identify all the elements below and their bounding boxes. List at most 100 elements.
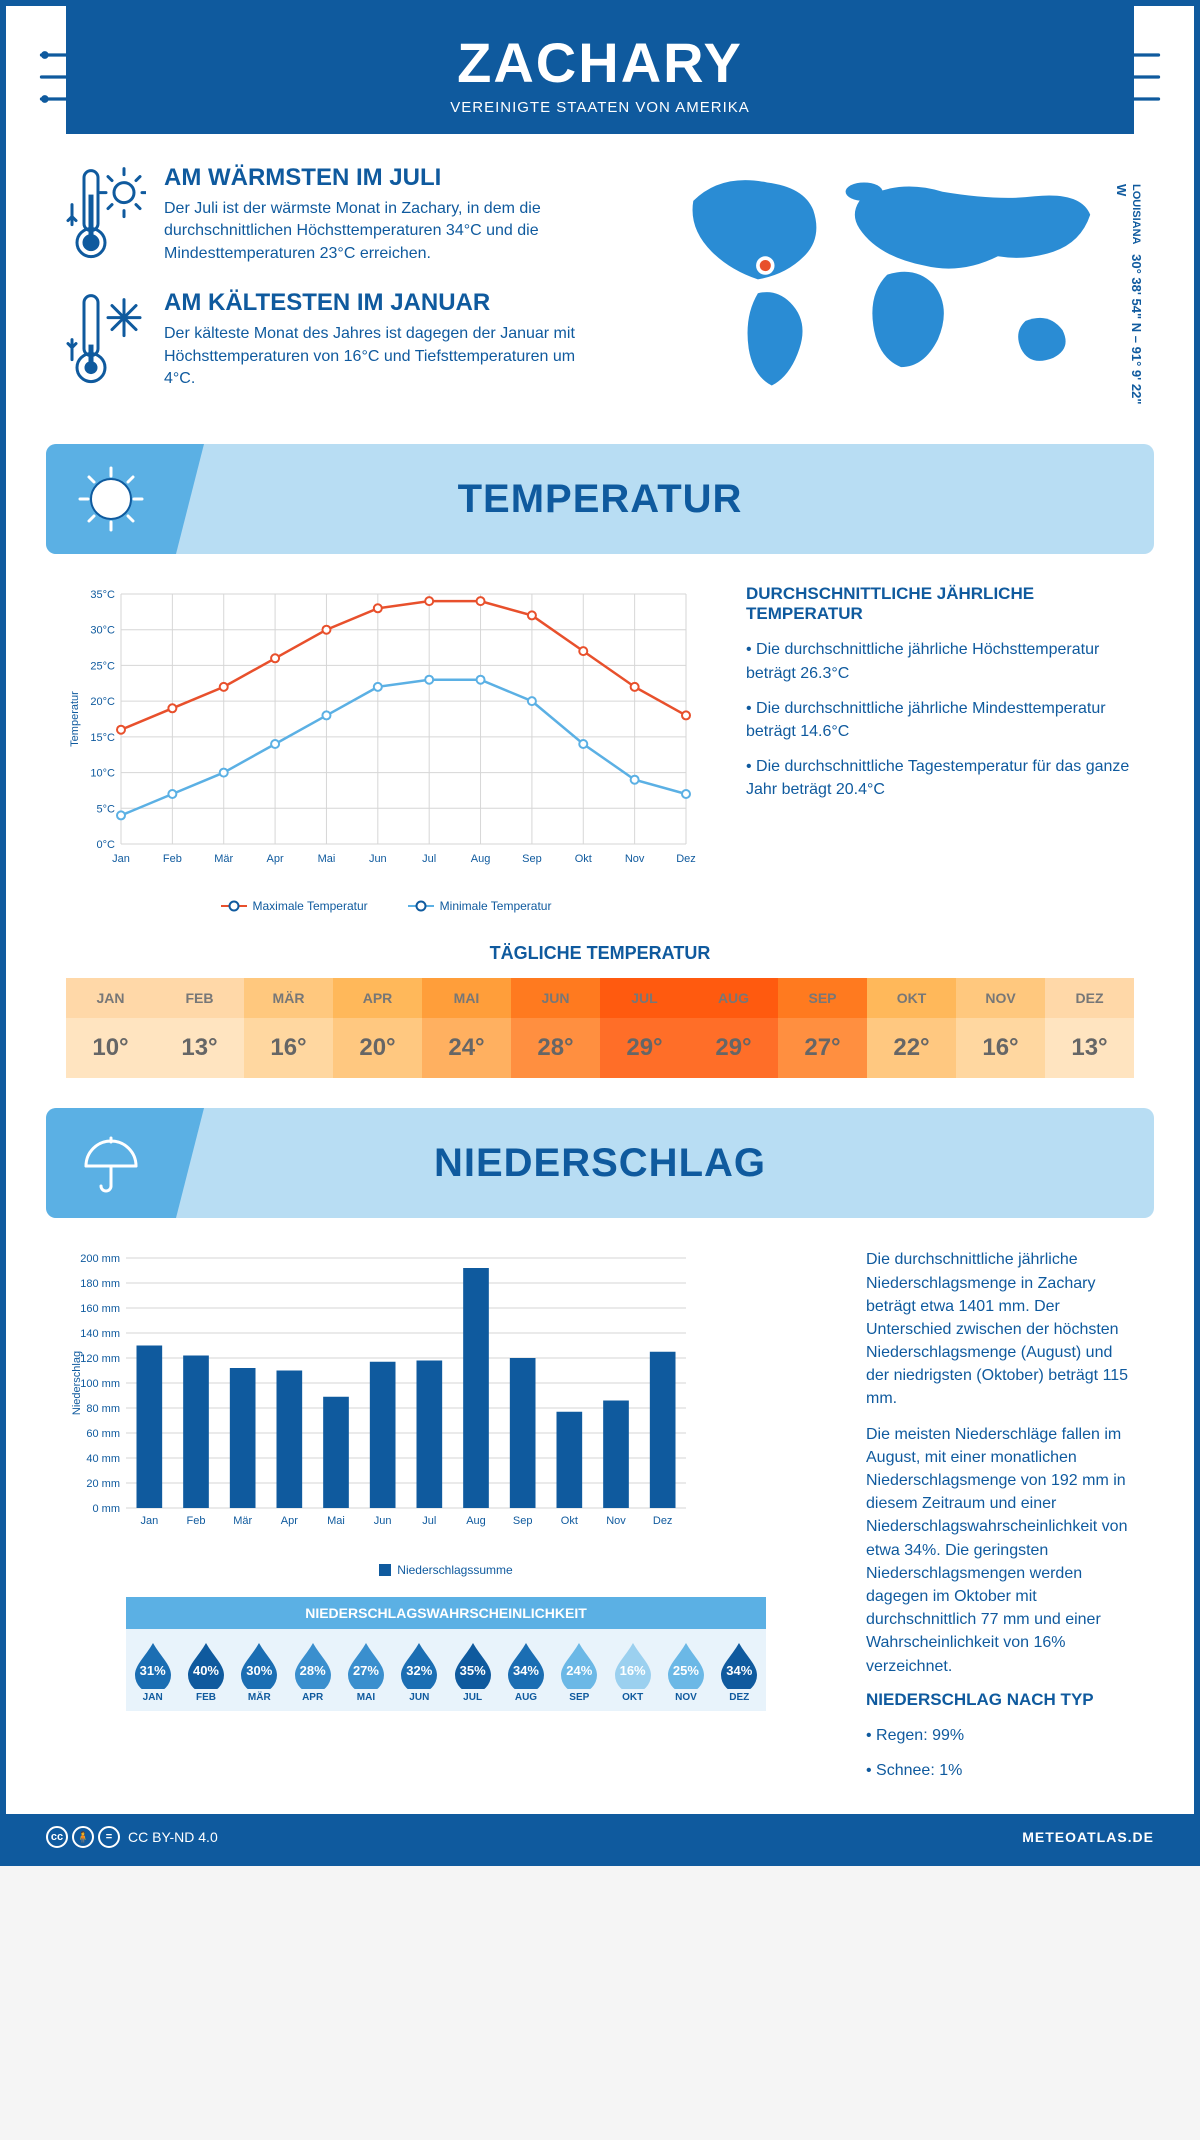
daily-temp-heading: TÄGLICHE TEMPERATUR [6,943,1194,964]
intro-section: AM WÄRMSTEN IM JULI Der Juli ist der wär… [6,134,1194,424]
probability-drop: 28%APR [286,1629,339,1711]
daily-temperature-table: JAN10°FEB13°MÄR16°APR20°MAI24°JUN28°JUL2… [66,978,1134,1078]
svg-text:Feb: Feb [187,1515,206,1527]
license: cc 🧍 = CC BY-ND 4.0 [46,1826,218,1848]
svg-text:Okt: Okt [575,853,592,865]
temp-table-cell: JUL29° [600,978,689,1078]
probability-drop: 27%MAI [339,1629,392,1711]
page-subtitle: VEREINIGTE STAATEN VON AMERIKA [66,99,1134,116]
svg-text:20°C: 20°C [90,696,115,708]
probability-drop: 24%SEP [553,1629,606,1711]
probability-drop: 16%OKT [606,1629,659,1711]
sun-icon [76,464,146,534]
temp-table-cell: DEZ13° [1045,978,1134,1078]
thermometer-cold-icon [66,289,146,390]
fact-text: Der kälteste Monat des Jahres ist dagege… [164,323,610,390]
svg-text:140 mm: 140 mm [80,1328,120,1340]
probability-drop: 31%JAN [126,1629,179,1711]
cc-icon: cc [46,1826,68,1848]
temperature-legend: Maximale Temperatur Minimale Temperatur [66,899,706,913]
section-header-precipitation: NIEDERSCHLAG [46,1108,1154,1218]
umbrella-icon [76,1128,146,1198]
probability-drop: 34%DEZ [713,1629,766,1711]
probability-drop: 34%AUG [499,1629,552,1711]
svg-text:Nov: Nov [625,853,645,865]
section-header-temperature: TEMPERATUR [46,444,1154,554]
svg-text:Jun: Jun [369,853,387,865]
svg-text:Nov: Nov [606,1515,626,1527]
world-map-icon [640,164,1134,404]
svg-text:5°C: 5°C [97,804,116,816]
svg-text:180 mm: 180 mm [80,1278,120,1290]
svg-text:0 mm: 0 mm [93,1503,121,1515]
svg-text:100 mm: 100 mm [80,1378,120,1390]
fact-text: Der Juli ist der wärmste Monat in Zachar… [164,198,610,265]
precipitation-bar-chart: 0 mm 20 mm 40 mm 60 mm 80 mm 100 mm 120 mm 140 … [66,1248,706,1548]
svg-text:Niederschlag: Niederschlag [71,1351,83,1415]
svg-text:Jun: Jun [374,1515,392,1527]
nd-icon: = [98,1826,120,1848]
section-title: NIEDERSCHLAG [434,1141,766,1186]
probability-drop: 25%NOV [659,1629,712,1711]
infographic-page: ZACHARY VEREINIGTE STAATEN VON AMERIKA A… [0,0,1200,1866]
precipitation-legend: Niederschlagssumme [66,1563,826,1577]
svg-text:25°C: 25°C [90,661,115,673]
svg-text:10°C: 10°C [90,768,115,780]
svg-text:35°C: 35°C [90,589,115,601]
svg-text:Dez: Dez [653,1515,673,1527]
temp-table-cell: AUG29° [689,978,778,1078]
temp-table-cell: SEP27° [778,978,867,1078]
temp-table-cell: JUN28° [511,978,600,1078]
svg-text:30°C: 30°C [90,625,115,637]
svg-text:Jan: Jan [140,1515,158,1527]
svg-text:Mai: Mai [327,1515,345,1527]
svg-text:Mär: Mär [233,1515,252,1527]
temp-table-cell: MÄR16° [244,978,333,1078]
header: ZACHARY VEREINIGTE STAATEN VON AMERIKA [66,6,1134,134]
section-title: TEMPERATUR [458,477,743,522]
svg-text:Dez: Dez [676,853,696,865]
svg-text:Mär: Mär [214,853,233,865]
svg-text:60 mm: 60 mm [86,1428,120,1440]
svg-text:200 mm: 200 mm [80,1253,120,1265]
coordinates: LOUISIANA 30° 38' 54" N – 91° 9' 22" W [1114,184,1144,414]
svg-text:Jul: Jul [422,1515,436,1527]
svg-text:0°C: 0°C [97,839,116,851]
svg-text:120 mm: 120 mm [80,1353,120,1365]
temp-table-cell: JAN10° [66,978,155,1078]
probability-drop: 32%JUN [393,1629,446,1711]
probability-drop: 35%JUL [446,1629,499,1711]
footer: cc 🧍 = CC BY-ND 4.0 METEOATLAS.DE [6,1814,1194,1860]
svg-text:Mai: Mai [318,853,336,865]
svg-text:Sep: Sep [513,1515,533,1527]
probability-drop: 40%FEB [179,1629,232,1711]
svg-text:80 mm: 80 mm [86,1403,120,1415]
temp-table-cell: MAI24° [422,978,511,1078]
svg-text:Jan: Jan [112,853,130,865]
svg-text:Jul: Jul [422,853,436,865]
thermometer-hot-icon [66,164,146,265]
svg-text:Sep: Sep [522,853,542,865]
by-icon: 🧍 [72,1826,94,1848]
temperature-line-chart: 0°C 5°C 10°C 15°C 20°C 25°C 30°C 35°C Jan Feb Mär A… [66,584,706,884]
svg-text:Temperatur: Temperatur [69,691,81,747]
svg-text:Okt: Okt [561,1515,578,1527]
temperature-summary: DURCHSCHNITTLICHE JÄHRLICHE TEMPERATUR •… [746,584,1134,913]
precipitation-summary: Die durchschnittliche jährliche Niedersc… [866,1248,1134,1794]
fact-title: AM KÄLTESTEN IM JANUAR [164,289,610,317]
svg-text:Apr: Apr [281,1515,298,1527]
svg-text:15°C: 15°C [90,732,115,744]
temp-table-cell: FEB13° [155,978,244,1078]
svg-text:Apr: Apr [267,853,284,865]
svg-text:Aug: Aug [471,853,491,865]
svg-text:40 mm: 40 mm [86,1453,120,1465]
svg-text:Feb: Feb [163,853,182,865]
temp-table-cell: NOV16° [956,978,1045,1078]
fact-warmest: AM WÄRMSTEN IM JULI Der Juli ist der wär… [66,164,610,265]
svg-text:20 mm: 20 mm [86,1478,120,1490]
temp-table-cell: OKT22° [867,978,956,1078]
temp-table-cell: APR20° [333,978,422,1078]
page-title: ZACHARY [66,30,1134,95]
fact-title: AM WÄRMSTEN IM JULI [164,164,610,192]
precipitation-probability-box: NIEDERSCHLAGSWAHRSCHEINLICHKEIT 31%JAN40… [126,1597,766,1711]
